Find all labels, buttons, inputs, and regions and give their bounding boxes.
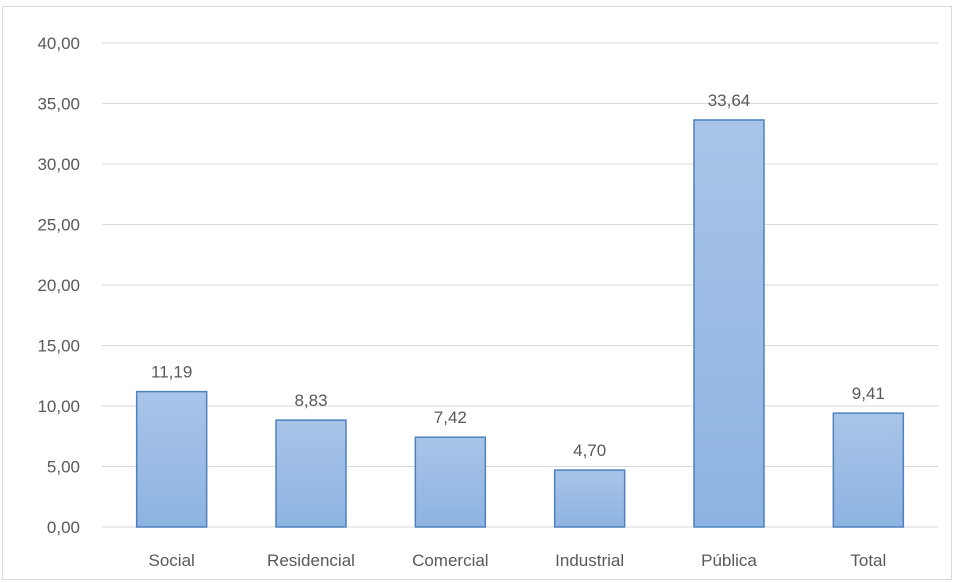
y-tick-label: 0,00 [47,518,80,537]
x-category-label: Pública [701,551,757,570]
data-label: 4,70 [573,441,606,460]
y-tick-label: 15,00 [37,337,80,356]
y-tick-label: 20,00 [37,276,80,295]
data-label: 33,64 [708,91,751,110]
y-tick-label: 40,00 [37,34,80,53]
bar-social [135,390,208,528]
x-category-label: Total [850,551,886,570]
data-label: 8,83 [294,391,327,410]
x-category-label: Residencial [267,551,355,570]
y-tick-label: 35,00 [37,95,80,114]
bar-pública [693,119,765,528]
data-labels: 11,19 8,83 7,42 4,70 33,64 9,41 [151,91,885,460]
bars [135,119,905,528]
x-axis-category-labels: Social Residencial Comercial Industrial Públ… [149,551,887,570]
bar-residencial [275,419,347,528]
data-label: 7,42 [434,408,467,427]
data-label: 11,19 [151,363,192,382]
x-category-label: Industrial [555,551,624,570]
bar-industrial [553,469,626,528]
gridlines [102,42,938,528]
y-tick-label: 25,00 [37,216,80,235]
y-axis-tick-labels: 0,00 5,00 10,00 15,00 20,00 25,00 30,00 35,00 40… [37,34,80,537]
y-tick-label: 10,00 [37,397,80,416]
bar-comercial [414,436,487,528]
x-category-label: Comercial [412,551,489,570]
y-tick-label: 30,00 [37,155,80,174]
bar-total [832,412,905,528]
x-category-label: Social [149,551,195,570]
y-tick-label: 5,00 [47,458,80,477]
data-label: 9,41 [852,384,885,403]
